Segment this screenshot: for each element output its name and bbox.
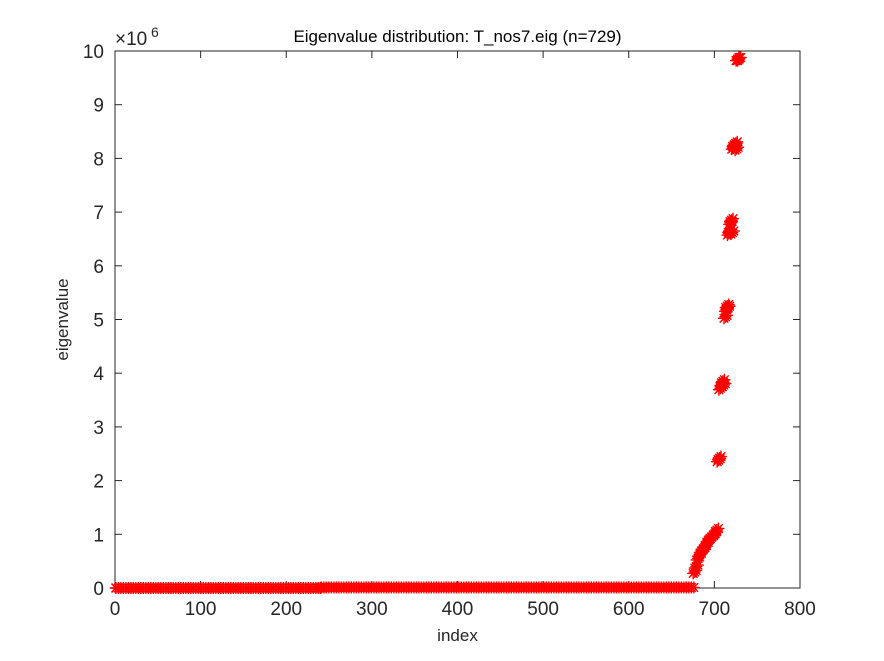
plot-area	[114, 50, 801, 589]
y-axis-label: eigenvalue	[53, 278, 72, 360]
chart-title: Eigenvalue distribution: T_nos7.eig (n=7…	[293, 27, 621, 46]
x-tick-label: 600	[613, 599, 645, 620]
data-point	[712, 522, 725, 535]
x-axis-ticks: 0 100 200 300 400 500 600 700 800	[110, 51, 816, 620]
data-point	[315, 581, 328, 594]
y-tick-label: 3	[93, 418, 104, 439]
y-multiplier-exponent: 6	[151, 24, 159, 40]
data-point	[723, 300, 736, 313]
x-tick-label: 0	[110, 599, 121, 620]
y-axis-ticks: 0 1 2 3 4 5 6 7 8 9 10	[83, 42, 800, 600]
data-point	[687, 581, 700, 594]
data-point	[727, 225, 740, 238]
y-tick-label: 9	[93, 96, 104, 117]
y-multiplier-label: ×10	[115, 29, 147, 50]
data-point	[109, 582, 122, 594]
x-tick-label: 500	[527, 599, 559, 620]
y-tick-label: 0	[93, 579, 104, 600]
y-tick-label: 6	[93, 257, 104, 278]
x-tick-label: 200	[270, 599, 302, 620]
data-point	[727, 212, 739, 225]
data-point	[734, 51, 747, 64]
x-tick-label: 100	[185, 599, 217, 620]
y-tick-label: 5	[93, 311, 104, 332]
y-tick-label: 2	[93, 472, 104, 493]
y-tick-label: 1	[93, 525, 104, 546]
x-tick-label: 400	[442, 599, 474, 620]
data-point	[719, 377, 732, 390]
x-axis-label: index	[437, 626, 478, 645]
x-tick-label: 800	[784, 599, 816, 620]
data-point	[715, 450, 728, 463]
y-tick-label: 10	[83, 42, 104, 63]
x-tick-label: 700	[699, 599, 731, 620]
y-tick-label: 4	[93, 364, 104, 385]
y-tick-label: 8	[93, 149, 104, 170]
data-points	[109, 51, 747, 594]
x-tick-label: 300	[356, 599, 388, 620]
y-tick-label: 7	[93, 203, 104, 224]
data-point	[732, 141, 745, 154]
